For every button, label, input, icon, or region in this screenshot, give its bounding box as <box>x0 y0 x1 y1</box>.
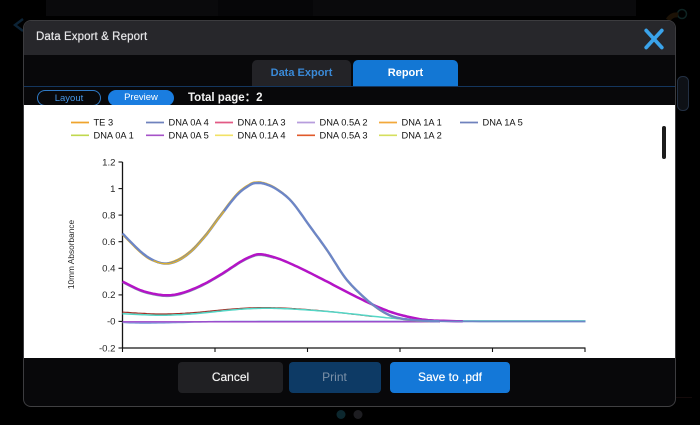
svg-text:DNA 0A 4: DNA 0A 4 <box>169 117 209 127</box>
svg-text:DNA 0.5A 2: DNA 0.5A 2 <box>320 117 368 127</box>
svg-text:1: 1 <box>110 183 115 194</box>
svg-text:DNA 0.5A 3: DNA 0.5A 3 <box>320 130 368 140</box>
svg-text:DNA 0.1A 4: DNA 0.1A 4 <box>238 130 286 140</box>
svg-text:DNA 0A 5: DNA 0A 5 <box>169 130 209 140</box>
svg-text:DNA 0A 1: DNA 0A 1 <box>94 130 134 140</box>
svg-text:1.2: 1.2 <box>102 157 115 168</box>
svg-text:0.6: 0.6 <box>102 237 115 248</box>
svg-text:-0.2: -0.2 <box>99 343 116 354</box>
svg-text:0.8: 0.8 <box>102 210 115 221</box>
svg-text:DNA 1A 1: DNA 1A 1 <box>402 117 442 127</box>
svg-text:DNA 0.1A 3: DNA 0.1A 3 <box>238 117 286 127</box>
svg-text:DNA 1A 2: DNA 1A 2 <box>402 130 442 140</box>
svg-text:DNA 1A 5: DNA 1A 5 <box>483 117 523 127</box>
svg-text:0.4: 0.4 <box>102 263 116 274</box>
svg-text:TE 3: TE 3 <box>94 117 114 127</box>
svg-text:0.2: 0.2 <box>102 290 115 301</box>
svg-text:-0: -0 <box>107 316 116 327</box>
svg-text:10mm Absorbance: 10mm Absorbance <box>66 219 76 289</box>
